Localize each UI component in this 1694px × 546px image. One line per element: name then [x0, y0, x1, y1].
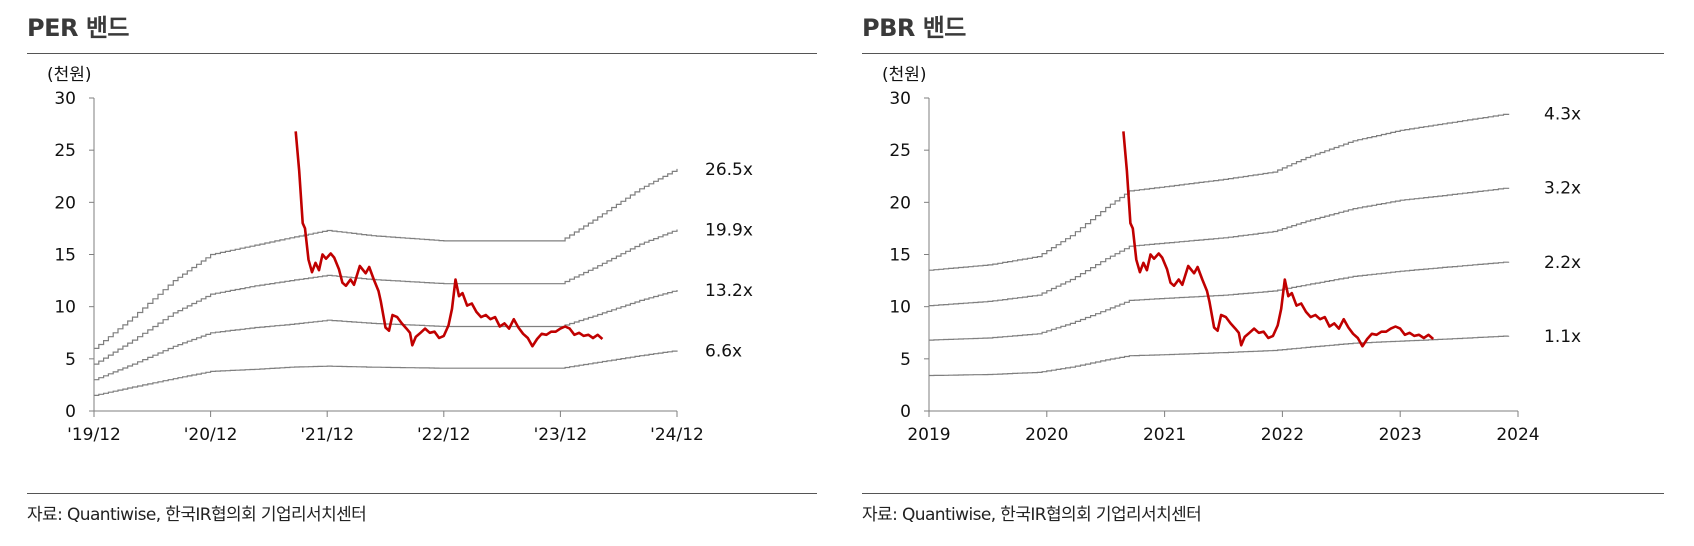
- pbr-source-note: 자료: Quantiwise, 한국IR협의회 기업리서치센터: [862, 505, 1202, 525]
- per-bottom-rule: [27, 493, 817, 494]
- per-x-tick-label: '22/12: [417, 425, 471, 445]
- per-x-tick-label: '19/12: [67, 425, 121, 445]
- per-band-label: 26.5x: [705, 160, 753, 180]
- per-title-rule: [27, 53, 817, 54]
- pbr-price-line: [1122, 131, 1435, 348]
- pbr-band-line-3_2x: [929, 187, 1510, 307]
- per-band-label: 6.6x: [705, 341, 742, 361]
- per-x-tick-label: '20/12: [184, 425, 238, 445]
- pbr-y-tick-label: 10: [889, 298, 911, 318]
- pbr-band-label: 4.3x: [1544, 105, 1581, 125]
- pbr-band-line-4_3x: [929, 113, 1510, 271]
- per-y-tick-label: 0: [65, 402, 76, 422]
- per-y-tick-label: 5: [65, 350, 76, 370]
- per-band-panel: PER 밴드 (천원) 0 5 10 15 20 25 30 '19/12 '20/12 '21/1…: [27, 0, 817, 546]
- per-source-note: 자료: Quantiwise, 한국IR협의회 기업리서치센터: [27, 505, 367, 525]
- pbr-title-rule: [862, 53, 1664, 54]
- per-chart-title: PER 밴드: [27, 14, 129, 42]
- per-band-label: 19.9x: [705, 220, 753, 240]
- per-y-tick-label: 10: [54, 298, 76, 318]
- per-band-label: 13.2x: [705, 281, 753, 301]
- pbr-band-line-2_2x: [929, 261, 1510, 341]
- pbr-y-unit-label: (천원): [882, 65, 927, 85]
- pbr-band-panel: PBR 밴드 (천원) 0 5 10 15 20 25 30 2019 2020 2021 2022 2…: [862, 0, 1664, 546]
- pbr-y-tick-label: 25: [889, 141, 911, 161]
- pbr-y-tick-label: 15: [889, 246, 911, 266]
- per-x-tick-label: '21/12: [300, 425, 354, 445]
- pbr-band-label: 1.1x: [1544, 327, 1581, 347]
- per-x-tick-label: '24/12: [650, 425, 704, 445]
- pbr-band-label: 3.2x: [1544, 179, 1581, 199]
- pbr-chart-title: PBR 밴드: [862, 14, 966, 42]
- pbr-y-tick-label: 20: [889, 193, 911, 213]
- per-y-tick-label: 30: [54, 89, 76, 109]
- per-band-chart: (천원) 0 5 10 15 20 25 30 '19/12 '20/12 '21/12 '22/12…: [47, 65, 753, 445]
- per-band-line-6_6x: [94, 350, 678, 396]
- per-y-tick-label: 25: [54, 141, 76, 161]
- pbr-x-tick-label: 2020: [1025, 425, 1068, 445]
- per-x-tick-label: '23/12: [534, 425, 588, 445]
- pbr-x-tick-label: 2019: [907, 425, 950, 445]
- pbr-x-tick-label: 2021: [1143, 425, 1186, 445]
- pbr-x-tick-label: 2022: [1261, 425, 1304, 445]
- per-y-tick-label: 20: [54, 193, 76, 213]
- per-band-line-19_9x: [94, 229, 678, 365]
- pbr-band-label: 2.2x: [1544, 253, 1581, 273]
- pbr-y-tick-label: 30: [889, 89, 911, 109]
- pbr-y-tick-label: 5: [900, 350, 911, 370]
- pbr-band-line-1_1x: [929, 335, 1510, 377]
- pbr-bottom-rule: [862, 493, 1664, 494]
- per-y-tick-label: 15: [54, 246, 76, 266]
- pbr-y-tick-label: 0: [900, 402, 911, 422]
- per-y-unit-label: (천원): [47, 65, 92, 85]
- pbr-band-chart: (천원) 0 5 10 15 20 25 30 2019 2020 2021 2022 2023 2024…: [882, 65, 1581, 445]
- per-band-line-26_5x: [94, 168, 678, 349]
- pbr-x-tick-label: 2023: [1379, 425, 1422, 445]
- per-band-line-13_2x: [94, 290, 678, 381]
- per-price-line: [294, 131, 604, 348]
- pbr-x-tick-label: 2024: [1496, 425, 1539, 445]
